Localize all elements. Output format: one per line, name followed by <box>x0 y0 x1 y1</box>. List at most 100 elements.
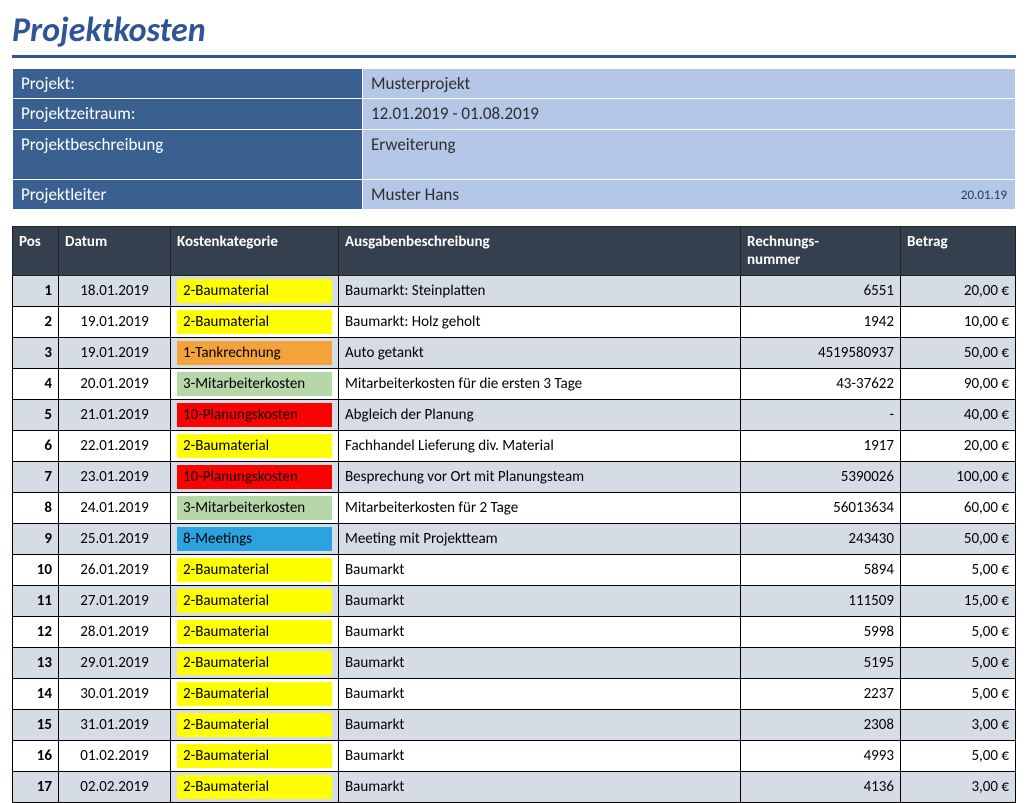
cell-category: 2-Baumaterial <box>171 709 339 740</box>
cell-amount: 5,00 € <box>901 647 1016 678</box>
table-row: 1329.01.20192-Baumaterial Baumarkt51955,0… <box>13 647 1016 678</box>
table-row: 723.01.201910-PlanungskostenBesprechung … <box>13 461 1016 492</box>
table-row: 824.01.20193-MitarbeiterkostenMitarbeite… <box>13 492 1016 523</box>
cell-date: 31.01.2019 <box>59 709 171 740</box>
table-row: 1430.01.20192-Baumaterial Baumarkt22375,0… <box>13 678 1016 709</box>
cell-invoice: 5195 <box>741 647 901 678</box>
category-chip: 10-Planungskosten <box>177 403 332 427</box>
meta-desc-value: Erweiterung <box>363 129 1016 179</box>
cell-pos: 14 <box>13 678 59 709</box>
cell-category: 3-Mitarbeiterkosten <box>171 492 339 523</box>
cell-invoice: 2237 <box>741 678 901 709</box>
table-row: 521.01.201910-PlanungskostenAbgleich der… <box>13 399 1016 430</box>
cost-table: Pos Datum Kostenkategorie Ausgabenbeschr… <box>12 226 1016 803</box>
meta-leader-name: Muster Hans <box>371 184 459 205</box>
cell-amount: 20,00 € <box>901 430 1016 461</box>
cell-date: 18.01.2019 <box>59 275 171 306</box>
cell-pos: 4 <box>13 368 59 399</box>
cell-pos: 1 <box>13 275 59 306</box>
cell-category: 2-Baumaterial <box>171 771 339 802</box>
category-chip: 2-Baumaterial <box>177 558 332 582</box>
cell-pos: 2 <box>13 306 59 337</box>
cell-amount: 5,00 € <box>901 554 1016 585</box>
table-row: 925.01.20198-MeetingsMeeting mit Projekt… <box>13 523 1016 554</box>
meta-project-value: Musterprojekt <box>363 69 1016 99</box>
title-rule <box>12 55 1016 58</box>
category-chip: 2-Baumaterial <box>177 775 332 799</box>
cell-description: Abgleich der Planung <box>339 399 741 430</box>
cell-amount: 3,00 € <box>901 709 1016 740</box>
cell-category: 10-Planungskosten <box>171 399 339 430</box>
cell-category: 10-Planungskosten <box>171 461 339 492</box>
cell-date: 27.01.2019 <box>59 585 171 616</box>
cell-pos: 7 <box>13 461 59 492</box>
cell-pos: 10 <box>13 554 59 585</box>
cell-category: 2-Baumaterial <box>171 585 339 616</box>
col-amount: Betrag <box>901 226 1016 275</box>
col-description: Ausgabenbeschreibung <box>339 226 741 275</box>
cell-pos: 6 <box>13 430 59 461</box>
cell-pos: 11 <box>13 585 59 616</box>
cell-date: 19.01.2019 <box>59 306 171 337</box>
cell-invoice: 4136 <box>741 771 901 802</box>
table-row: 319.01.20191-TankrechnungAuto getankt451… <box>13 337 1016 368</box>
meta-period-value: 12.01.2019 - 01.08.2019 <box>363 99 1016 129</box>
category-chip: 2-Baumaterial <box>177 310 332 334</box>
cell-invoice: 56013634 <box>741 492 901 523</box>
category-chip: 1-Tankrechnung <box>177 341 332 365</box>
cell-category: 2-Baumaterial <box>171 740 339 771</box>
cell-invoice: 6551 <box>741 275 901 306</box>
cell-invoice: 43-37622 <box>741 368 901 399</box>
cell-category: 2-Baumaterial <box>171 554 339 585</box>
cell-invoice: - <box>741 399 901 430</box>
table-row: 1601.02.20192-BaumaterialBaumarkt49935,0… <box>13 740 1016 771</box>
cell-date: 24.01.2019 <box>59 492 171 523</box>
category-chip: 2-Baumaterial <box>177 744 332 768</box>
cell-amount: 3,00 € <box>901 771 1016 802</box>
cell-description: Baumarkt <box>339 554 741 585</box>
category-chip: 2-Baumaterial <box>177 682 332 706</box>
cell-date: 01.02.2019 <box>59 740 171 771</box>
cell-pos: 15 <box>13 709 59 740</box>
meta-leader-value: Muster Hans 20.01.19 <box>363 179 1016 209</box>
cell-amount: 10,00 € <box>901 306 1016 337</box>
cell-description: Besprechung vor Ort mit Planungsteam <box>339 461 741 492</box>
table-row: 1026.01.20192-BaumaterialBaumarkt58945,0… <box>13 554 1016 585</box>
meta-project-label: Projekt: <box>13 69 363 99</box>
cell-invoice: 5894 <box>741 554 901 585</box>
meta-doc-date: 20.01.19 <box>961 184 1007 204</box>
cell-invoice: 243430 <box>741 523 901 554</box>
cell-description: Baumarkt <box>339 647 741 678</box>
table-row: 1702.02.20192-BaumaterialBaumarkt41363,0… <box>13 771 1016 802</box>
cell-description: Baumarkt <box>339 771 741 802</box>
cell-amount: 40,00 € <box>901 399 1016 430</box>
cell-date: 30.01.2019 <box>59 678 171 709</box>
cell-category: 2-Baumaterial <box>171 306 339 337</box>
category-chip: 2-Baumaterial <box>177 589 332 613</box>
cell-category: 3-Mitarbeiterkosten <box>171 368 339 399</box>
cell-description: Baumarkt <box>339 740 741 771</box>
cell-description: Baumarkt <box>339 585 741 616</box>
category-chip: 8-Meetings <box>177 527 332 551</box>
cell-description: Baumarkt: Holz geholt <box>339 306 741 337</box>
cell-description: Baumarkt <box>339 678 741 709</box>
cell-amount: 60,00 € <box>901 492 1016 523</box>
cell-date: 29.01.2019 <box>59 647 171 678</box>
cell-pos: 3 <box>13 337 59 368</box>
cell-description: Mitarbeiterkosten für die ersten 3 Tage <box>339 368 741 399</box>
cell-pos: 13 <box>13 647 59 678</box>
table-row: 1531.01.20192-BaumaterialBaumarkt23083,0… <box>13 709 1016 740</box>
cell-date: 19.01.2019 <box>59 337 171 368</box>
cell-invoice: 1917 <box>741 430 901 461</box>
cell-amount: 5,00 € <box>901 678 1016 709</box>
cell-category: 2-Baumaterial <box>171 430 339 461</box>
cell-category: 2-Baumaterial <box>171 616 339 647</box>
cell-pos: 17 <box>13 771 59 802</box>
cell-pos: 12 <box>13 616 59 647</box>
category-chip: 2-Baumaterial <box>177 279 332 303</box>
cell-invoice: 2308 <box>741 709 901 740</box>
table-row: 1228.01.20192-BaumaterialBaumarkt59985,0… <box>13 616 1016 647</box>
cell-date: 28.01.2019 <box>59 616 171 647</box>
category-chip: 2-Baumaterial <box>177 651 332 675</box>
cell-amount: 90,00 € <box>901 368 1016 399</box>
